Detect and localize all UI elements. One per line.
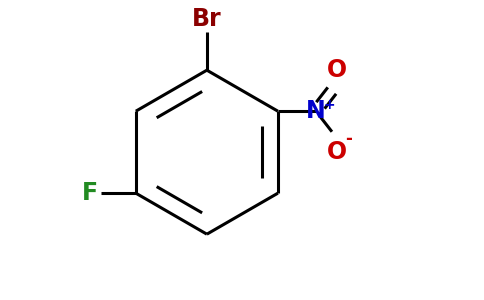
- Text: -: -: [345, 130, 351, 148]
- Text: O: O: [326, 58, 347, 82]
- Text: F: F: [82, 181, 98, 205]
- Text: +: +: [323, 98, 335, 112]
- Text: N: N: [306, 99, 326, 123]
- Text: O: O: [326, 140, 347, 164]
- Text: Br: Br: [192, 7, 222, 31]
